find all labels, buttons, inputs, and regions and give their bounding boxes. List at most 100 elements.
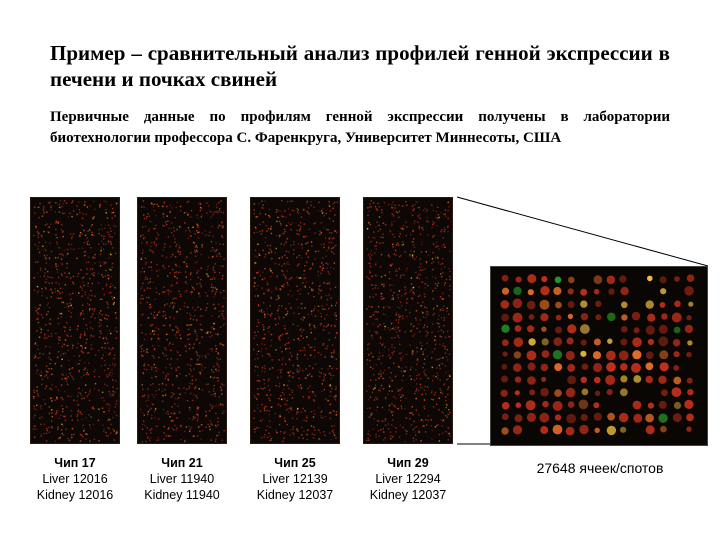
array-spot [149,303,151,306]
array-spot [254,369,256,372]
array-spot [81,345,83,347]
array-spot [324,416,327,418]
zoomed-spot [620,363,628,371]
zoomed-spot [501,339,509,347]
array-spot [113,302,115,304]
array-spot [382,372,385,374]
array-spot [99,204,101,206]
array-spot [326,345,329,347]
array-spot [196,359,199,361]
array-spot [375,293,377,296]
zoomed-spot [554,363,563,372]
array-spot [372,323,375,325]
array-spot [284,230,286,233]
array-spot [298,233,300,236]
array-spot [168,220,170,222]
array-spot [317,210,320,212]
array-spot [55,413,57,415]
array-spot [306,202,308,204]
array-spot [261,348,263,350]
array-spot [174,397,177,400]
array-spot [269,399,271,402]
array-spot [270,437,273,440]
array-spot [424,287,426,289]
array-spot [84,201,86,203]
array-spot [436,225,438,227]
array-spot [46,297,48,299]
array-spot [101,298,103,300]
array-spot [147,435,149,438]
array-spot [87,393,90,395]
array-spot [163,355,165,357]
array-spot [190,293,193,295]
array-spot [392,419,394,421]
array-spot [174,302,176,305]
array-spot [79,411,81,413]
array-spot [218,366,220,369]
array-spot [253,410,256,412]
array-spot [110,432,112,434]
array-spot [62,301,65,304]
array-spot [103,428,105,431]
array-spot [114,363,116,366]
array-spot [189,386,191,388]
array-spot [432,243,435,245]
zoomed-spot [595,300,602,308]
array-spot [296,298,298,301]
array-spot [170,303,172,305]
array-spot [434,283,437,285]
array-spot [369,416,371,418]
array-spot [333,434,336,436]
array-spot [419,274,422,276]
array-spot [58,203,61,206]
array-spot [197,270,199,272]
array-spot [185,263,187,265]
array-spot [395,274,398,277]
array-spot [264,333,266,336]
array-spot [223,297,225,299]
array-spot [42,245,44,247]
array-spot [332,207,335,209]
array-spot [105,262,107,264]
array-spot [151,428,153,430]
array-spot [317,429,320,431]
array-spot [321,410,323,412]
array-spot [292,323,294,326]
array-spot [298,386,300,389]
array-spot [186,283,188,285]
array-spot [426,326,428,328]
array-spot [76,205,78,207]
zoomed-spot [606,425,617,436]
zoomed-spot [594,427,600,433]
array-spot [431,262,433,264]
array-spot [56,411,58,413]
array-spot [440,419,443,421]
zoomed-array-detail [490,266,708,446]
array-spot [50,288,52,290]
array-spot [89,277,91,280]
array-spot [179,226,181,228]
array-spot [222,315,224,317]
array-spot [255,396,257,399]
array-spot [40,405,42,407]
array-spot [69,372,71,375]
array-spot [199,282,201,284]
array-spot [306,251,308,253]
chip-caption-1: Чип 17 Liver 12016 Kidney 12016 [20,455,130,503]
array-spot [411,256,414,258]
array-spot [370,352,373,354]
array-spot [328,282,330,284]
array-spot [48,257,51,259]
array-spot [416,347,418,349]
array-spot [155,214,157,217]
array-spot [391,343,393,346]
array-spot [175,326,177,328]
array-spot [286,384,289,387]
array-spot [197,406,200,409]
array-spot [54,288,56,290]
array-spot [169,324,171,326]
array-spot [439,343,441,345]
array-spot [44,375,46,378]
array-spot [84,391,87,394]
array-spot [155,224,157,227]
